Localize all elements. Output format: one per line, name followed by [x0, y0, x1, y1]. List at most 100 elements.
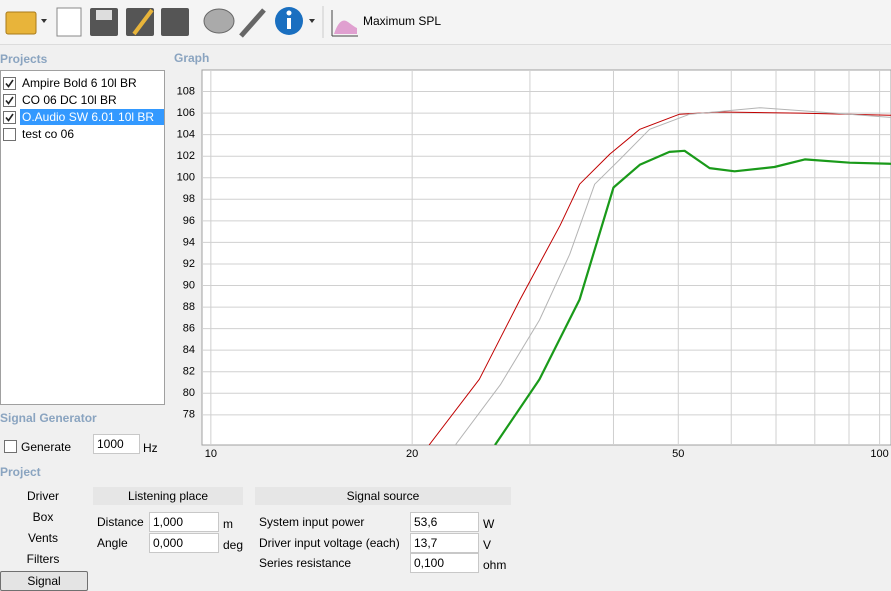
project-tabs: Driver Box Vents Filters Signal: [0, 486, 88, 591]
y-tick-label: 100: [177, 172, 195, 184]
toolbar-icons: [5, 6, 358, 38]
y-tick-label: 94: [183, 236, 195, 248]
y-tick-label: 104: [177, 129, 195, 141]
field-unit: m: [223, 517, 233, 531]
field-unit: V: [483, 537, 492, 552]
y-tick-label: 98: [183, 193, 195, 205]
y-tick-label: 106: [177, 107, 195, 119]
y-tick-label: 108: [177, 85, 195, 97]
x-tick-label: 20: [406, 448, 418, 460]
checkmark: [5, 96, 14, 105]
project-tab[interactable]: Vents: [27, 531, 59, 545]
y-tick-label: 88: [183, 301, 195, 313]
x-tick-label: 10: [205, 448, 217, 460]
frequency-unit: Hz: [143, 441, 158, 455]
spl-curve: [454, 107, 891, 445]
project-item[interactable]: test co 06: [1, 126, 164, 142]
dropdown-arrow[interactable]: [41, 19, 47, 23]
project-tab[interactable]: Box: [32, 510, 54, 524]
project-checkbox[interactable]: [3, 128, 16, 141]
x-tick-label: 50: [672, 448, 684, 460]
spl-curve: [494, 149, 891, 445]
checkbox-box[interactable]: [3, 111, 16, 124]
project-checkbox[interactable]: [3, 77, 16, 90]
project-checkbox[interactable]: [3, 94, 16, 107]
y-tick-label: 78: [183, 409, 195, 421]
field-input[interactable]: 0,100: [410, 553, 479, 573]
dropdown-arrow[interactable]: [309, 19, 315, 23]
checkbox-frame: [4, 440, 17, 453]
project-item[interactable]: CO 06 DC 10l BR: [1, 92, 164, 108]
field-input[interactable]: 13,7: [410, 532, 479, 553]
tools-icon[interactable]: [239, 8, 266, 38]
project-list: Ampire Bold 6 10l BR CO 06 DC 10l BR O.Aud…: [0, 70, 165, 405]
signal-source-panel: Signal source: [255, 487, 511, 505]
project-label: test co 06: [22, 127, 75, 141]
checkmark: [5, 113, 14, 122]
projects-title: Projects: [0, 52, 48, 66]
project-item[interactable]: Ampire Bold 6 10l BR: [1, 75, 164, 91]
project-checkbox[interactable]: [3, 111, 16, 124]
field-label: Driver input voltage (each): [259, 535, 400, 550]
project-tab[interactable]: Driver: [27, 489, 59, 503]
field-label: Distance: [97, 515, 144, 529]
checkbox-frame: [3, 111, 16, 124]
field-input[interactable]: 1,000: [149, 512, 219, 532]
save-icon-label: [96, 10, 112, 20]
graph-type-icon[interactable]: [331, 10, 358, 37]
y-tick-label: 90: [183, 279, 195, 291]
toolbar: Maximum SPL: [0, 0, 891, 45]
open-icon[interactable]: [5, 11, 37, 35]
checkmark: [5, 79, 14, 88]
checkbox-box[interactable]: [3, 77, 16, 90]
graph-type-icon-fill: [334, 20, 357, 34]
pencil: [132, 8, 154, 36]
signal-generator-title: Signal Generator: [0, 411, 97, 425]
spl-curve: [428, 111, 891, 445]
graph-type-label[interactable]: Maximum SPL: [363, 14, 442, 28]
checkbox-frame: [3, 128, 16, 141]
project-label: O.Audio SW 6.01 10l BR: [20, 109, 164, 125]
field-input[interactable]: 53,6: [410, 512, 479, 532]
frequency-input[interactable]: 1000: [93, 434, 140, 454]
project-label: CO 06 DC 10l BR: [22, 93, 117, 107]
chart: Graph 78 80 82 84 86 88 90 92 94 96 98 100 102 104 106…: [174, 51, 891, 460]
field-unit: W: [483, 517, 495, 531]
generate-label: Generate: [21, 440, 72, 454]
field-label: Series resistance: [259, 556, 352, 570]
checkbox-box[interactable]: [3, 94, 16, 107]
checkbox-box[interactable]: [4, 440, 17, 453]
x-tick-label: 100: [870, 448, 888, 460]
driver-icon[interactable]: [203, 8, 235, 34]
y-tick-label: 102: [177, 150, 195, 162]
field-label: System input power: [259, 515, 365, 529]
project-item[interactable]: O.Audio SW 6.01 10l BR: [1, 109, 164, 125]
y-tick-label: 84: [183, 344, 195, 356]
checkbox-frame: [3, 94, 16, 107]
listening-place-panel: Listening place: [93, 487, 243, 505]
y-tick-label: 80: [183, 387, 195, 399]
save-all-icon[interactable]: [161, 8, 189, 36]
project-tab[interactable]: Signal: [0, 571, 88, 591]
signal-source-title: Signal source: [255, 487, 511, 505]
y-tick-label: 92: [183, 258, 195, 270]
listening-place-title: Listening place: [93, 487, 243, 505]
project-tab[interactable]: Filters: [26, 552, 60, 566]
y-tick-label: 82: [183, 366, 195, 378]
field-unit: ohm: [483, 558, 507, 572]
field-input[interactable]: 0,000: [149, 532, 219, 553]
checkbox-frame: [3, 77, 16, 90]
plot-area: [201, 69, 891, 446]
project-title: Project: [0, 465, 41, 479]
field-label: Angle: [97, 535, 128, 550]
field-unit: deg: [223, 537, 244, 552]
chart-title: Graph: [174, 51, 209, 65]
project-label: Ampire Bold 6 10l BR: [22, 76, 137, 90]
new-icon[interactable]: [56, 7, 82, 37]
info-glyph: [287, 18, 291, 29]
y-tick-label: 96: [183, 215, 195, 227]
checkbox-box[interactable]: [3, 128, 16, 141]
y-tick-label: 86: [183, 323, 195, 335]
info-glyph-dot: [286, 10, 292, 16]
